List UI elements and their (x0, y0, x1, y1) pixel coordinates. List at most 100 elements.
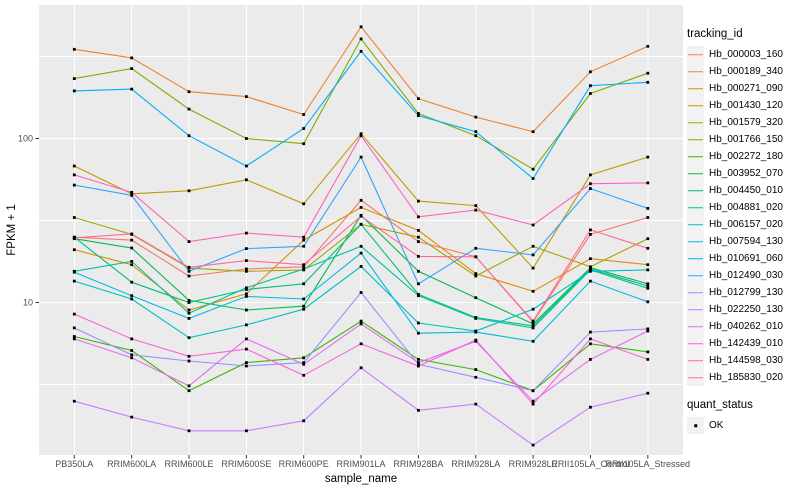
data-point (589, 84, 592, 88)
data-point (130, 260, 134, 263)
legend-item: Hb_040262_010 (687, 318, 799, 335)
data-point (130, 238, 134, 242)
data-point (72, 236, 76, 240)
data-point (417, 294, 420, 298)
legend-key-swatch-icon (687, 199, 704, 216)
data-point (474, 255, 478, 259)
data-point (359, 214, 363, 218)
data-point (474, 115, 478, 119)
legend-key-swatch-icon (687, 352, 704, 369)
data-point (245, 178, 248, 182)
data-point (474, 274, 478, 278)
data-point (302, 263, 306, 267)
data-point (245, 308, 248, 312)
legend-item-label: Hb_001766_150 (709, 134, 783, 145)
data-point (417, 240, 420, 243)
legend-item: Hb_004881_020 (687, 199, 799, 216)
legend-item: Hb_185830_020 (687, 369, 799, 386)
data-point (187, 90, 191, 94)
data-point (531, 289, 535, 293)
data-point (187, 189, 191, 193)
data-point (245, 269, 248, 273)
data-point (245, 259, 248, 262)
data-point (359, 251, 363, 255)
data-point (359, 244, 363, 248)
legend-key-swatch-icon (687, 165, 704, 182)
legend-key-swatch-icon (687, 369, 704, 386)
data-point (72, 47, 76, 51)
data-point (474, 204, 478, 207)
data-point (646, 350, 650, 354)
data-point (359, 49, 363, 53)
data-point (302, 361, 306, 364)
legend-key-swatch-icon (687, 182, 704, 199)
data-point (359, 134, 363, 138)
data-point (589, 257, 592, 261)
data-point (187, 134, 191, 138)
data-point (245, 429, 248, 433)
data-point (417, 362, 420, 366)
data-point (72, 89, 76, 93)
data-point (646, 44, 650, 48)
x-tick-label: RRIM600PE (279, 459, 329, 469)
data-point (359, 155, 363, 159)
legend-item: Hb_004450_010 (687, 182, 799, 199)
data-point (302, 142, 306, 146)
x-tick-label: RRII105LA_Control (551, 459, 629, 469)
data-point (589, 182, 592, 186)
data-point (474, 246, 478, 250)
data-point (531, 443, 535, 447)
data-point (531, 266, 535, 270)
data-point (417, 114, 420, 117)
data-point (187, 317, 191, 320)
legend-item: Hb_001430_120 (687, 97, 799, 114)
data-point (130, 194, 134, 197)
data-point (417, 199, 420, 203)
legend-item-label: Hb_006157_020 (709, 219, 783, 230)
data-point (72, 183, 76, 187)
data-point (245, 337, 248, 341)
legend-key-swatch-icon (687, 335, 704, 352)
legend-key-swatch-icon (687, 250, 704, 267)
data-point (130, 232, 134, 236)
legend-item: Hb_000189_340 (687, 63, 799, 80)
data-point (187, 354, 191, 358)
data-point (417, 112, 420, 115)
data-point (589, 279, 592, 283)
y-axis-title: FPKM + 1 (6, 204, 18, 255)
data-point (72, 248, 76, 252)
data-point (187, 107, 191, 111)
legend-item: Hb_144598_030 (687, 352, 799, 369)
legend-key-swatch-icon (687, 131, 704, 148)
x-tick-label: RRIM600SE (221, 459, 271, 469)
legend-title-quant-status: quant_status (687, 399, 753, 411)
data-point (589, 405, 592, 409)
data-point (302, 307, 306, 311)
legend-item: Hb_012490_030 (687, 267, 799, 284)
data-point (187, 269, 191, 273)
legend-key-swatch-icon (687, 148, 704, 165)
data-point (589, 173, 592, 177)
data-point (130, 192, 134, 196)
legend-key-swatch-icon (687, 216, 704, 233)
legend-item-label: Hb_003952_070 (709, 168, 783, 179)
data-point (245, 231, 248, 235)
data-point (130, 297, 134, 301)
data-point (417, 364, 420, 368)
legend-key-swatch-icon (687, 114, 704, 131)
legend-item-label: Hb_002272_180 (709, 151, 783, 162)
data-point (359, 132, 363, 136)
data-point (359, 206, 363, 209)
data-point (531, 223, 535, 227)
data-points (72, 25, 650, 447)
data-point (302, 267, 306, 271)
data-point (646, 80, 650, 84)
legend-item-label: Hb_001430_120 (709, 100, 783, 111)
legend-item-label: Hb_007594_130 (709, 236, 783, 247)
data-point (589, 358, 592, 361)
data-point (531, 177, 535, 180)
data-point (474, 130, 478, 134)
legend-item-label: Hb_040262_010 (709, 321, 783, 332)
legend-item-label: Hb_004450_010 (709, 185, 783, 196)
data-point (589, 269, 592, 273)
